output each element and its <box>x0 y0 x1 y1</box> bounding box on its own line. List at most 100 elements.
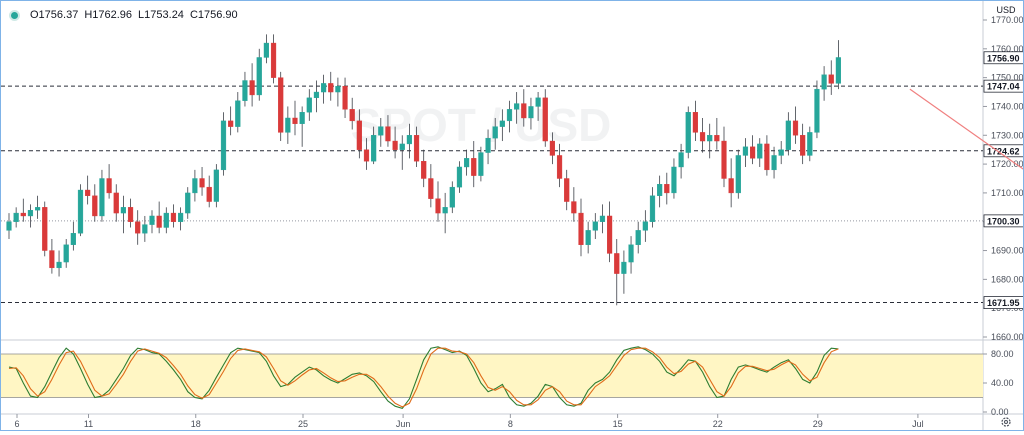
candle-body <box>378 127 383 136</box>
candle-body <box>600 216 605 222</box>
candle-body <box>92 196 97 216</box>
candle-body <box>100 179 105 216</box>
candle-body <box>657 184 662 196</box>
ohlc-legend: O1756.37 H1762.96 L1753.24 C1756.90 <box>9 7 238 23</box>
candle-body <box>765 144 770 170</box>
time-axis-tick-label: Jun <box>396 419 411 429</box>
candle-body <box>221 121 226 170</box>
candle-body <box>586 230 591 244</box>
candle-body <box>614 253 619 273</box>
candle-body <box>164 213 169 227</box>
candle-body <box>672 167 677 193</box>
candle-body <box>178 213 183 222</box>
time-axis-tick-label: 15 <box>613 419 623 429</box>
candle-body <box>829 75 834 84</box>
candle-body <box>750 147 755 159</box>
candle-body <box>314 92 319 98</box>
candle-body <box>193 179 198 193</box>
candle-body <box>471 158 476 175</box>
candle-body <box>336 86 341 92</box>
candle-body <box>285 118 290 132</box>
candle-body <box>772 155 777 169</box>
candle-body <box>636 230 641 244</box>
price-axis-tick-label: 1680.00 <box>991 274 1023 284</box>
settings-gear-icon[interactable] <box>1002 418 1010 426</box>
candle-body <box>736 155 741 192</box>
candle-body <box>807 132 812 155</box>
candle-body <box>521 104 526 118</box>
candle-body <box>57 262 62 268</box>
candle-body <box>121 207 126 213</box>
candle-body <box>607 216 612 253</box>
candle-body <box>693 112 698 132</box>
candle-body <box>679 153 684 167</box>
candle-body <box>757 144 762 158</box>
time-axis-tick-label: 29 <box>813 419 823 429</box>
candle-body <box>207 187 212 201</box>
price-axis-tick-label: 1690.00 <box>991 246 1023 256</box>
candle-body <box>386 127 391 141</box>
time-axis-tick-label: 18 <box>191 419 201 429</box>
candle-body <box>436 199 441 213</box>
candle-body <box>428 179 433 199</box>
candle-body <box>64 245 69 262</box>
candle-body <box>815 89 820 132</box>
candle-body <box>128 207 133 221</box>
candle-body <box>479 153 484 176</box>
candle-body <box>28 210 33 216</box>
candle-body <box>243 81 248 101</box>
candle-body <box>714 135 719 141</box>
candle-body <box>564 179 569 202</box>
candle-body <box>71 233 76 245</box>
stoch-axis-tick-label: 80.00 <box>991 349 1014 359</box>
candle-body <box>307 98 312 112</box>
candle-body <box>50 251 55 268</box>
candle-body <box>343 86 348 109</box>
candle-body <box>264 43 269 57</box>
candle-body <box>707 135 712 141</box>
last-price-label: 1756.90 <box>987 53 1020 63</box>
candle-body <box>328 83 333 92</box>
open-value: O1756.37 <box>30 9 78 21</box>
candle-body <box>450 187 455 207</box>
candle-body <box>135 222 140 234</box>
candle-body <box>407 135 412 144</box>
price-axis-tick-label: 1710.00 <box>991 188 1023 198</box>
price-axis-tick-label: 1730.00 <box>991 130 1023 140</box>
chart-watermark: SPOT / USD <box>351 99 612 151</box>
candle-body <box>85 190 90 196</box>
price-axis-tick-label: 1770.00 <box>991 15 1023 25</box>
stoch-axis-tick-label: 40.00 <box>991 378 1014 388</box>
candle-body <box>457 167 462 187</box>
candle-body <box>593 222 598 231</box>
candle-body <box>650 196 655 222</box>
candle-body <box>557 155 562 178</box>
candle-body <box>371 135 376 161</box>
price-axis-tick-label: 1720.00 <box>991 159 1023 169</box>
price-axis-tick-label: 1740.00 <box>991 101 1023 111</box>
price-axis-tick-label: 1660.00 <box>991 332 1023 342</box>
price-axis-currency: USD <box>996 5 1016 15</box>
candle-body <box>278 78 283 133</box>
candle-body <box>500 121 505 127</box>
candle-body <box>271 43 276 78</box>
candle-body <box>321 83 326 92</box>
time-axis-tick-label: 11 <box>84 419 93 429</box>
candle-body <box>543 98 548 141</box>
candle-body <box>729 179 734 193</box>
horizontal-level-label: 1747.04 <box>987 82 1020 92</box>
candle-body <box>157 216 162 228</box>
candle-body <box>836 57 841 83</box>
candle-body <box>536 98 541 107</box>
time-axis-tick-label: Jul <box>912 419 924 429</box>
candle-body <box>443 207 448 213</box>
horizontal-level-label: 1700.30 <box>987 216 1020 226</box>
candle-body <box>350 109 355 121</box>
time-axis-tick-label: 22 <box>713 419 723 429</box>
candle-body <box>7 222 12 231</box>
candle-body <box>464 158 469 167</box>
candle-body <box>393 141 398 150</box>
horizontal-level-label: 1671.95 <box>987 298 1020 308</box>
candle-body <box>486 138 491 152</box>
